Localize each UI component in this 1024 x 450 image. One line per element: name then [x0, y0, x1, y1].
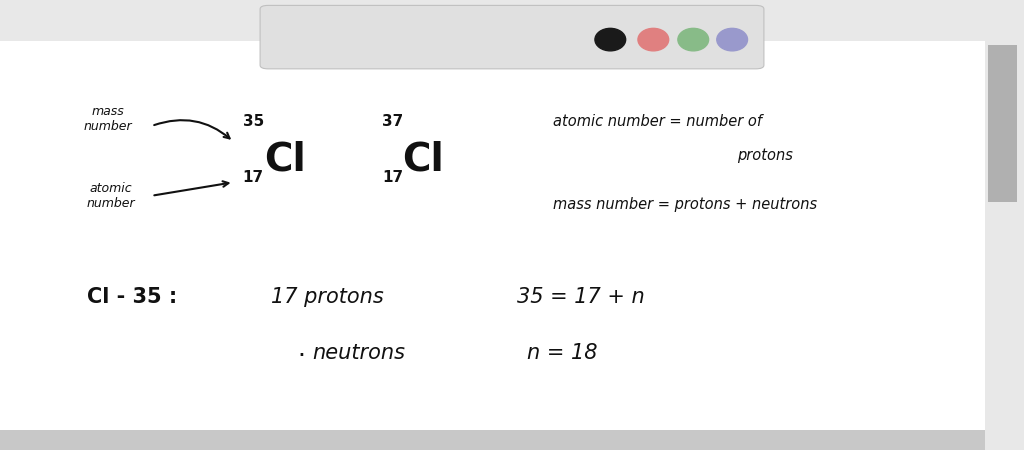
Text: Cl: Cl	[264, 141, 306, 179]
Text: n = 18: n = 18	[527, 343, 598, 363]
Text: Cl: Cl	[402, 141, 444, 179]
Text: mass
number: mass number	[83, 105, 132, 133]
Text: 17 protons: 17 protons	[271, 287, 384, 307]
Ellipse shape	[717, 28, 748, 51]
Text: .: .	[297, 337, 305, 361]
Bar	[988, 45, 1017, 202]
Text: 17: 17	[243, 170, 264, 185]
Bar	[0, 430, 985, 450]
Text: 17: 17	[382, 170, 403, 185]
Text: atomic
number: atomic number	[86, 182, 135, 210]
Ellipse shape	[678, 28, 709, 51]
Ellipse shape	[595, 28, 626, 51]
FancyBboxPatch shape	[260, 5, 764, 69]
Text: protons: protons	[737, 148, 794, 163]
Text: Cl - 35 :: Cl - 35 :	[87, 287, 177, 307]
Text: 37: 37	[382, 114, 403, 129]
Text: atomic number = number of: atomic number = number of	[553, 114, 762, 129]
Text: neutrons: neutrons	[312, 343, 406, 363]
Bar	[985, 0, 1024, 450]
Text: 35: 35	[243, 114, 264, 129]
Text: mass number = protons + neutrons: mass number = protons + neutrons	[553, 197, 817, 212]
Ellipse shape	[638, 28, 669, 51]
Text: 35 = 17 + n: 35 = 17 + n	[517, 287, 645, 307]
